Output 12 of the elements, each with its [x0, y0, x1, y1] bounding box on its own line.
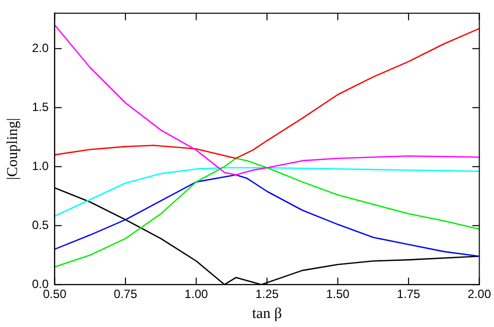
y-tick-label: 1.5 [32, 100, 49, 114]
x-tick-label: 1.50 [326, 287, 350, 302]
y-axis-title: |Coupling| [4, 118, 21, 180]
x-tick-label: 1.75 [396, 287, 421, 302]
x-tick-label: 1.00 [184, 287, 208, 302]
x-axis-title: tan β [252, 306, 282, 322]
y-tick-label: 2.0 [32, 40, 49, 55]
x-tick-label: 2.00 [468, 287, 492, 302]
x-tick-label: 0.75 [114, 287, 138, 302]
x-tick-label: 1.25 [255, 287, 280, 302]
y-tick-label: 1.0 [32, 158, 49, 173]
y-tick-label: 0.5 [32, 218, 49, 232]
